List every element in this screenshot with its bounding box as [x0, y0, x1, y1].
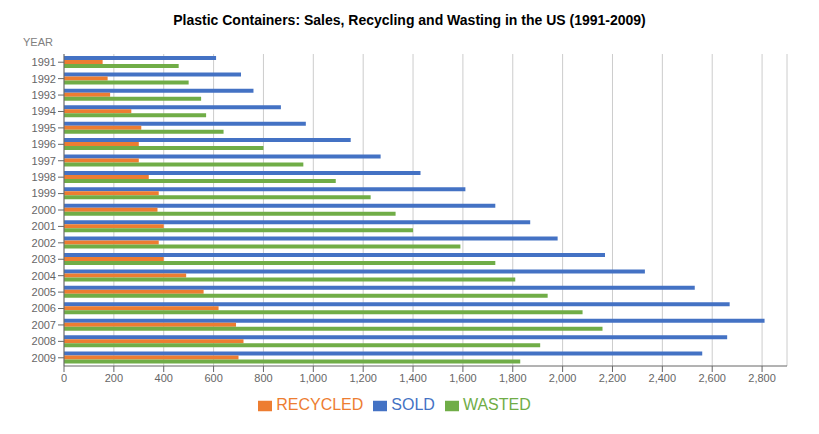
html-text:WASTED: WASTED — [462, 396, 531, 413]
svg-text:1,000: 1,000 — [300, 372, 328, 384]
svg-text:2004: 2004 — [32, 270, 56, 282]
svg-text:2,400: 2,400 — [649, 372, 677, 384]
svg-text:2007: 2007 — [32, 319, 56, 331]
svg-text:2005: 2005 — [32, 286, 56, 298]
svg-text:400: 400 — [155, 372, 173, 384]
svg-text:2006: 2006 — [32, 302, 56, 314]
svg-text:1,600: 1,600 — [449, 372, 477, 384]
svg-text:1,400: 1,400 — [399, 372, 427, 384]
svg-text:2009: 2009 — [32, 352, 56, 364]
svg-text:2000: 2000 — [32, 204, 56, 216]
svg-text:2002: 2002 — [32, 237, 56, 249]
svg-text:2008: 2008 — [32, 335, 56, 347]
svg-text:1996: 1996 — [32, 138, 56, 150]
svg-text:1998: 1998 — [32, 171, 56, 183]
html-text:SOLD: SOLD — [391, 396, 435, 413]
svg-text:1995: 1995 — [32, 122, 56, 134]
svg-text:1997: 1997 — [32, 155, 56, 167]
html-text:Plastic Containers: Sales, Rec: Plastic Containers: Sales, Recycling and… — [173, 12, 646, 28]
svg-text:1993: 1993 — [32, 89, 56, 101]
svg-text:1991: 1991 — [32, 56, 56, 68]
svg-text:800: 800 — [254, 372, 272, 384]
svg-text:0: 0 — [61, 372, 67, 384]
svg-text:200: 200 — [105, 372, 123, 384]
svg-text:1,800: 1,800 — [499, 372, 527, 384]
svg-text:2003: 2003 — [32, 253, 56, 265]
svg-text:1994: 1994 — [32, 105, 56, 117]
svg-text:2001: 2001 — [32, 220, 56, 232]
svg-text:2,200: 2,200 — [599, 372, 627, 384]
svg-text:2,800: 2,800 — [748, 372, 776, 384]
svg-text:1999: 1999 — [32, 187, 56, 199]
html-text:RECYCLED: RECYCLED — [276, 396, 364, 413]
svg-text:2,600: 2,600 — [698, 372, 726, 384]
svg-text:1,200: 1,200 — [349, 372, 377, 384]
svg-text:1992: 1992 — [32, 73, 56, 85]
svg-text:600: 600 — [204, 372, 222, 384]
svg-text:YEAR: YEAR — [23, 36, 53, 48]
svg-text:2,000: 2,000 — [549, 372, 577, 384]
